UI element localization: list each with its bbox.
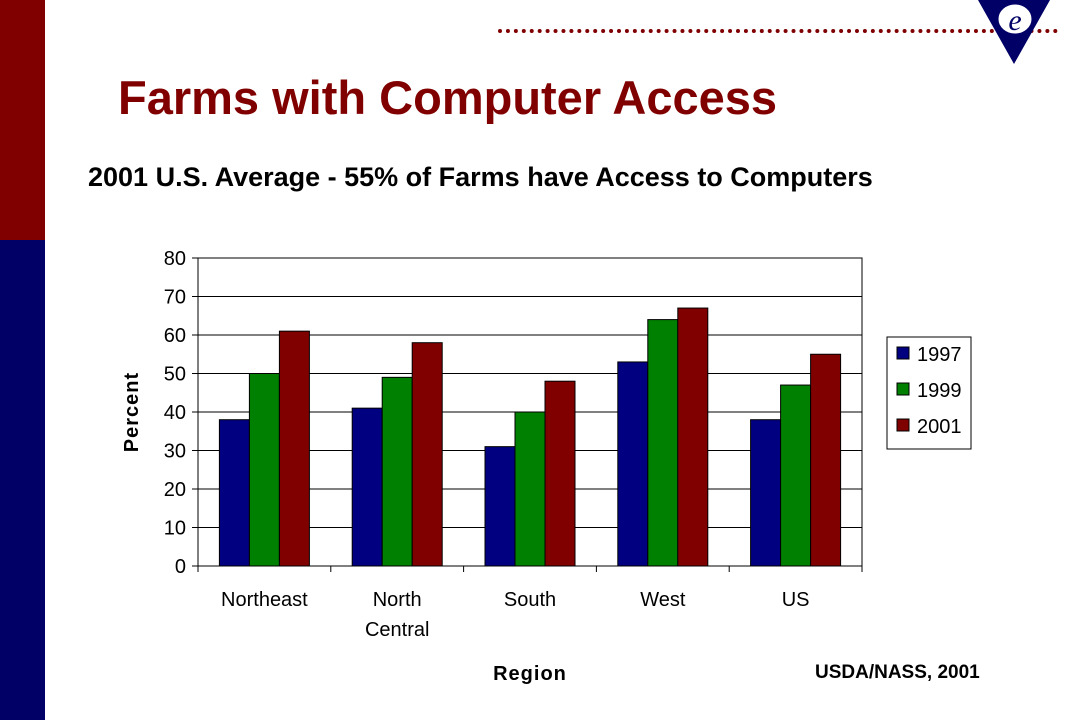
x-tick-label: South <box>504 589 556 611</box>
source-credit: USDA/NASS, 2001 <box>815 662 980 683</box>
y-tick-label: 0 <box>175 556 186 578</box>
slide-title: Farms with Computer Access <box>118 71 778 124</box>
x-tick-label: West <box>640 589 686 611</box>
bar-2001 <box>544 380 576 567</box>
bar-1997 <box>484 446 516 567</box>
legend-label-1999: 1999 <box>917 380 962 402</box>
y-tick-label: 20 <box>164 479 186 501</box>
y-tick-label: 40 <box>164 402 186 424</box>
bar-1999 <box>780 384 812 567</box>
bar-1997 <box>351 407 383 567</box>
slide-subtitle: 2001 U.S. Average - 55% of Farms have Ac… <box>88 162 873 192</box>
x-tick-label: US <box>782 589 810 611</box>
dotted-divider <box>498 29 1058 33</box>
legend-label-1997: 1997 <box>917 344 962 366</box>
x-tick-label: Central <box>365 619 429 641</box>
y-axis-title: Percent <box>121 372 143 452</box>
y-tick-label: 10 <box>164 518 186 540</box>
bar-2001 <box>677 307 709 567</box>
legend-swatch-1997 <box>896 346 910 360</box>
bar-2001 <box>810 353 842 567</box>
left-accent-bar-red <box>0 0 45 240</box>
bar-1999 <box>647 319 679 567</box>
x-tick-label: Northeast <box>221 589 308 611</box>
bar-1997 <box>218 419 250 567</box>
bar-2001 <box>411 342 443 567</box>
y-tick-label: 50 <box>164 364 186 386</box>
chart-legend: 1997 1999 2001 <box>886 336 972 450</box>
bar-2001 <box>278 330 310 567</box>
x-tick-label: North <box>373 589 422 611</box>
legend-swatch-1999 <box>896 382 910 396</box>
y-tick-label: 30 <box>164 441 186 463</box>
y-tick-label: 60 <box>164 325 186 347</box>
bar-1999 <box>248 373 280 567</box>
bar-1997 <box>617 361 649 567</box>
bar-1999 <box>514 411 546 567</box>
e-logo-icon: e <box>978 0 1050 64</box>
y-tick-label: 80 <box>164 248 186 270</box>
y-tick-label: 70 <box>164 287 186 309</box>
bars <box>218 307 842 567</box>
axis-ticks: 0 10 20 30 40 50 60 70 80 Northeast North Central So… <box>164 248 863 641</box>
bar-1997 <box>750 419 782 567</box>
legend-swatch-2001 <box>896 418 910 432</box>
bar-1999 <box>381 376 413 567</box>
x-axis-title: Region <box>493 663 567 685</box>
left-accent-bar-navy <box>0 240 45 720</box>
legend-label-2001: 2001 <box>917 416 962 438</box>
logo-letter: e <box>1008 4 1021 37</box>
